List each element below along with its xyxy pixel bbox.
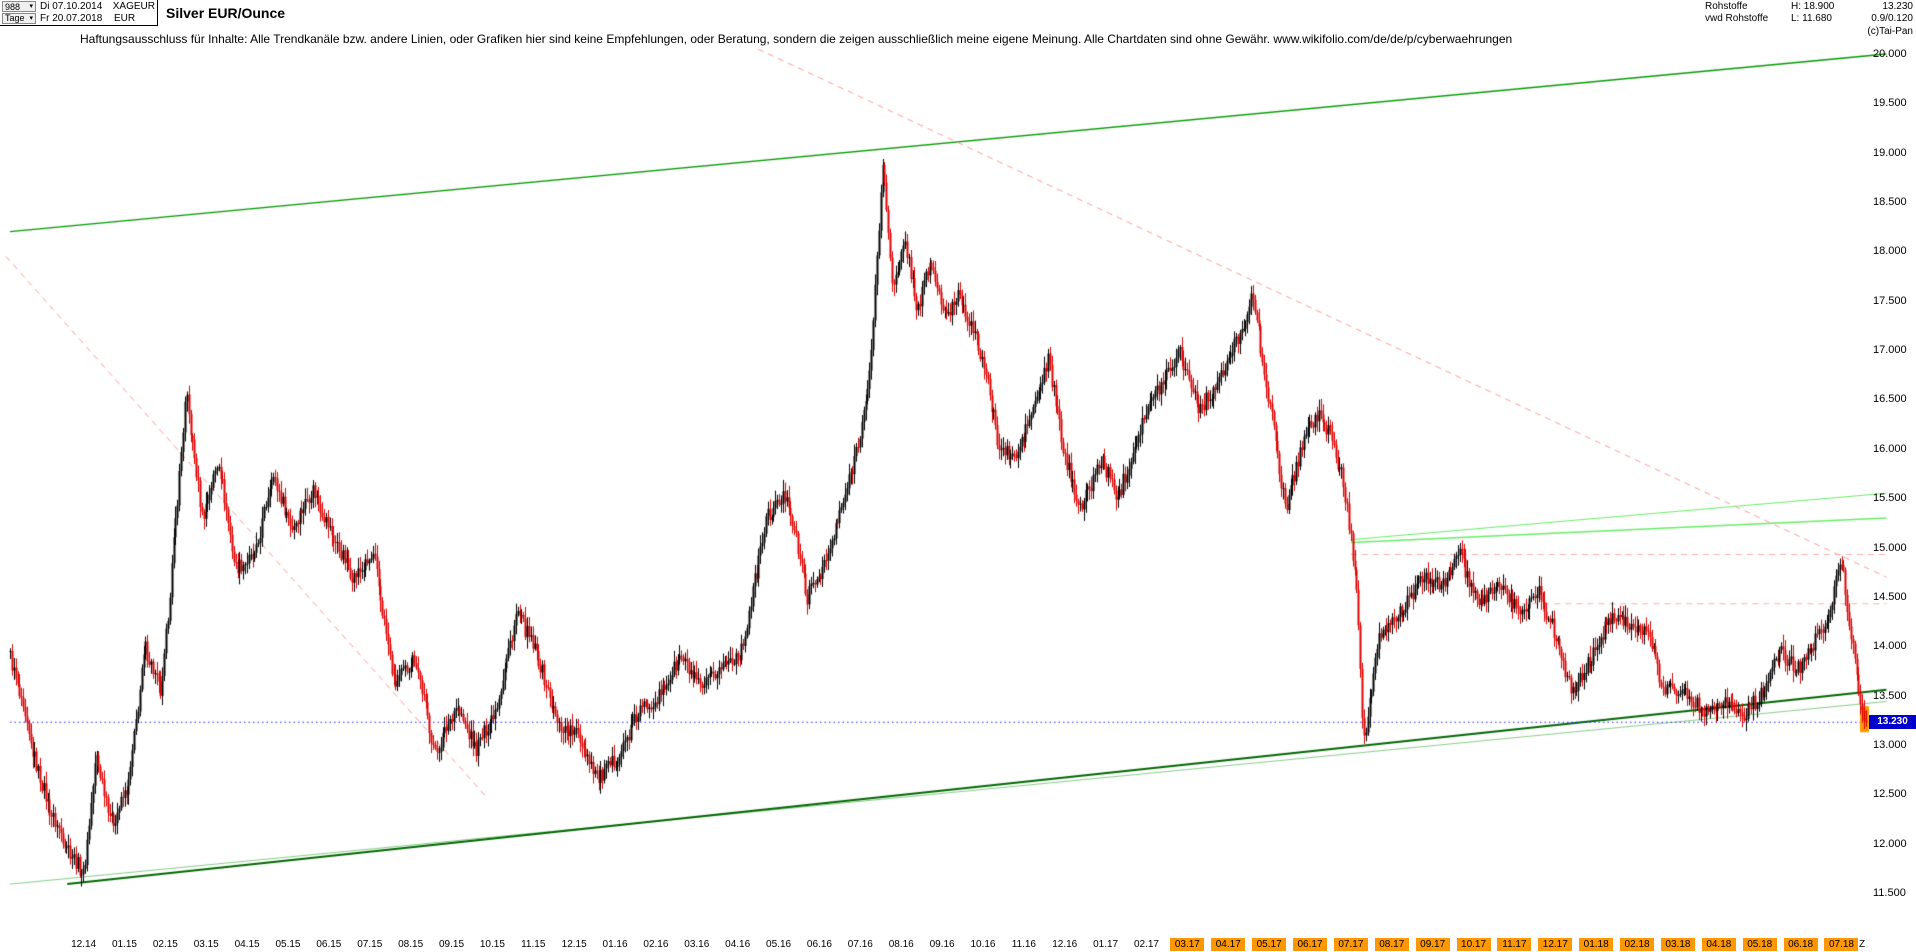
y-axis-label: 19.500: [1873, 97, 1907, 110]
x-axis-label: 08.16: [888, 939, 914, 950]
x-axis-label: 06.16: [806, 939, 832, 950]
x-axis-label: 02.18: [1620, 938, 1655, 951]
y-axis-label: 14.000: [1873, 640, 1907, 653]
change-value: 0.9/0.120: [1871, 13, 1913, 24]
x-axis-label: 12.14: [71, 939, 97, 950]
feed-sublabel: vwd Rohstoffe: [1705, 13, 1769, 24]
feed-label: Rohstoffe: [1705, 1, 1748, 12]
x-axis-label: 05.18: [1742, 938, 1777, 951]
x-axis-label: 08.17: [1374, 938, 1409, 951]
x-axis-label: 07.15: [357, 939, 383, 950]
x-axis-label: 01.16: [602, 939, 628, 950]
bars-count-dropdown[interactable]: 988 ▾: [2, 1, 36, 13]
y-axis-label: 11.500: [1873, 887, 1906, 899]
y-axis-label: 17.000: [1873, 344, 1907, 357]
x-axis-label: 06.18: [1783, 938, 1818, 951]
x-axis-label: 07.18: [1824, 938, 1859, 951]
x-axis-label: 01.17: [1093, 939, 1119, 950]
x-axis-label: 11.17: [1497, 938, 1532, 951]
period-high: H: 18.900: [1791, 1, 1835, 12]
x-axis-label: 12.15: [561, 939, 587, 950]
x-axis-label: 12.16: [1052, 939, 1078, 950]
bars-count-value: 988: [5, 1, 21, 12]
chevron-down-icon: ▾: [29, 14, 33, 22]
x-axis-label: 03.17: [1170, 938, 1205, 951]
end-date: Fr 20.07.2018: [40, 12, 103, 24]
y-axis-label: 12.000: [1873, 837, 1907, 850]
x-axis-label: 04.18: [1701, 938, 1736, 951]
chart-title: Silver EUR/Ounce: [166, 5, 286, 21]
y-axis-label: 17.500: [1873, 294, 1907, 307]
control-row-bottom: Tage ▾ Fr 20.07.2018 EUR: [2, 12, 155, 25]
x-axis-label: 06.17: [1293, 938, 1328, 951]
x-axis-label: 11.15: [521, 939, 546, 950]
x-axis-label: 02.15: [152, 939, 178, 950]
y-axis-label: 13.500: [1873, 689, 1907, 702]
x-axis-label: 09.15: [438, 939, 465, 950]
y-axis-label: 19.000: [1873, 146, 1907, 159]
x-axis-label: 03.15: [193, 939, 219, 950]
x-axis-label: 04.15: [234, 939, 260, 950]
x-axis-label: 01.18: [1579, 938, 1614, 951]
symbol-label: XAGEUR: [112, 1, 155, 13]
x-axis-label: Z: [1858, 939, 1866, 950]
x-axis-label: 09.17: [1415, 938, 1450, 951]
x-axis-label: 05.17: [1252, 938, 1287, 951]
x-axis-label: 05.16: [766, 939, 792, 950]
copyright-label: (c)Tai-Pan: [1867, 26, 1913, 37]
y-axis-label: 18.500: [1873, 196, 1907, 209]
x-axis-label: 02.17: [1133, 939, 1159, 950]
x-axis-label: 04.17: [1211, 938, 1246, 951]
quote-info-row: vwd Rohstoffe L: 11.680 0.9/0.120: [1705, 13, 1913, 25]
y-axis-label: 12.500: [1873, 788, 1907, 801]
x-axis-label: 08.15: [398, 939, 424, 950]
y-axis-label: 14.500: [1873, 590, 1907, 603]
x-axis-label: 02.16: [643, 939, 669, 950]
disclaimer-text: Haftungsausschluss für Inhalte: Alle Tre…: [80, 32, 1513, 46]
currency-label: EUR: [114, 12, 136, 24]
start-date: Di 07.10.2014: [40, 1, 103, 13]
x-axis-label: 11.16: [1011, 939, 1036, 950]
x-axis-label: 01.15: [111, 939, 137, 950]
timeframe-value: Tage: [5, 13, 25, 24]
y-axis-label: 15.000: [1873, 541, 1907, 554]
x-axis-label: 03.16: [684, 939, 710, 950]
x-axis-label: 12.17: [1538, 938, 1573, 951]
chevron-down-icon: ▾: [29, 3, 33, 11]
y-axis-label: 15.500: [1873, 492, 1907, 505]
x-axis-label: 07.16: [847, 939, 873, 950]
x-axis-label: 10.17: [1456, 938, 1491, 951]
y-axis-label: 18.000: [1873, 245, 1907, 258]
chart-controls: 988 ▾ Di 07.10.2014 XAGEUR Tage ▾ Fr 20.…: [0, 0, 158, 26]
control-row-top: 988 ▾ Di 07.10.2014 XAGEUR: [2, 1, 155, 13]
period-low: L: 11.680: [1791, 13, 1832, 24]
x-axis-label: 10.16: [970, 939, 996, 950]
y-axis-label: 16.500: [1873, 393, 1907, 406]
x-axis-label: 03.18: [1660, 938, 1695, 951]
last-price-value: 13.230: [1882, 1, 1913, 12]
x-axis-label: 04.16: [725, 939, 751, 950]
x-axis-label: 10.15: [479, 939, 505, 950]
quote-info: Rohstoffe H: 18.900 13.230 vwd Rohstoffe…: [1705, 1, 1913, 25]
x-axis-label: 05.15: [275, 939, 301, 950]
timeframe-dropdown[interactable]: Tage ▾: [2, 12, 36, 24]
x-axis-label: 07.17: [1333, 938, 1368, 951]
y-axis-label: 20.000: [1873, 48, 1907, 60]
header-bar: 988 ▾ Di 07.10.2014 XAGEUR Tage ▾ Fr 20.…: [0, 0, 1916, 26]
y-axis-label: 16.000: [1873, 442, 1907, 455]
quote-info-row: Rohstoffe H: 18.900 13.230: [1705, 1, 1913, 13]
last-price-tag: 13.230: [1869, 715, 1916, 730]
x-axis: 12.14 01.15 02.15 03.15 04.15 05.15 06.15 07.15…: [0, 938, 1916, 952]
y-axis-label: 13.000: [1873, 738, 1907, 751]
x-axis-label: 09.16: [929, 939, 955, 950]
x-axis-label: 06.15: [316, 939, 342, 950]
